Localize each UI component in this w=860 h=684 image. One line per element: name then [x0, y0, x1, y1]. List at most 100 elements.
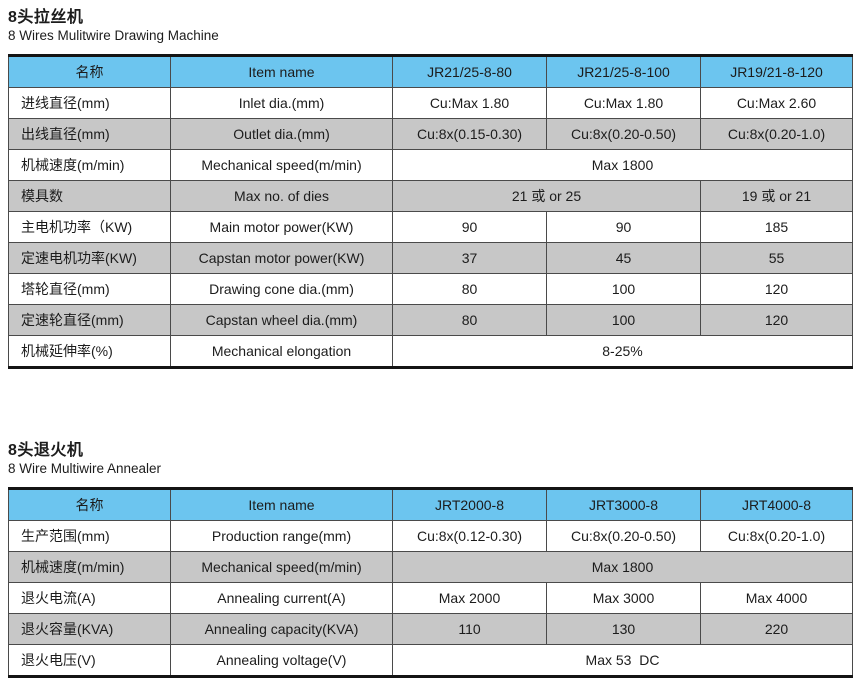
- header-row: 名称 Item name JRT2000-8 JRT3000-8 JRT4000-8: [8, 488, 853, 521]
- row-value: Max 53 DC: [392, 644, 853, 677]
- row-value: Cu:Max 2.60: [700, 87, 853, 119]
- row-value: 55: [700, 242, 853, 274]
- column-header: JR21/25-8-80: [392, 55, 547, 88]
- row-value: 110: [392, 613, 547, 645]
- row-item-name: Mechanical elongation: [170, 335, 393, 368]
- row-item-name: Max no. of dies: [170, 180, 393, 212]
- row-value: 80: [392, 304, 547, 336]
- row-value: 130: [546, 613, 701, 645]
- column-header: 名称: [8, 55, 171, 88]
- row-name-zh: 退火容量(KVA): [8, 613, 171, 645]
- table-row: 退火容量(KVA) Annealing capacity(KVA) 110 130 22…: [8, 613, 853, 645]
- section-title-zh: 8头退火机: [8, 442, 84, 459]
- row-value: 19 或 or 21: [700, 180, 853, 212]
- table-row: 机械速度(m/min) Mechanical speed(m/min) Max 18…: [8, 149, 853, 181]
- table-row: 退火电流(A) Annealing current(A) Max 2000 Max 3…: [8, 582, 853, 614]
- row-value: 21 或 or 25: [392, 180, 701, 212]
- row-value: Cu:8x(0.20-0.50): [546, 118, 701, 150]
- row-value: Max 1800: [392, 149, 853, 181]
- header-row: 名称 Item name JR21/25-8-80 JR21/25-8-100 JR19…: [8, 55, 853, 88]
- column-header: JRT2000-8: [392, 488, 547, 521]
- section-title-en: 8 Wire Multiwire Annealer: [8, 461, 162, 476]
- table-body: 生产范围(mm) Production range(mm) Cu:8x(0.12-0…: [8, 520, 853, 677]
- row-value: Max 1800: [392, 551, 853, 583]
- row-value: 45: [546, 242, 701, 274]
- spec-section-1: 8头拉丝机 8 Wires Mulitwire Drawing Machine 名称…: [8, 8, 853, 369]
- row-name-zh: 定速轮直径(mm): [8, 304, 171, 336]
- column-header: JRT3000-8: [546, 488, 701, 521]
- row-item-name: Annealing current(A): [170, 582, 393, 614]
- row-name-zh: 机械延伸率(%): [8, 335, 171, 368]
- row-item-name: Capstan motor power(KW): [170, 242, 393, 274]
- row-name-zh: 退火电压(V): [8, 644, 171, 677]
- row-item-name: Drawing cone dia.(mm): [170, 273, 393, 305]
- table-row: 机械速度(m/min) Mechanical speed(m/min) Max 18…: [8, 551, 853, 583]
- row-value: Cu:8x(0.20-1.0): [700, 520, 853, 552]
- row-item-name: Production range(mm): [170, 520, 393, 552]
- row-value: Cu:Max 1.80: [546, 87, 701, 119]
- row-item-name: Mechanical speed(m/min): [170, 551, 393, 583]
- row-value: 120: [700, 304, 853, 336]
- spec-table: 名称 Item name JRT2000-8 JRT3000-8 JRT4000-8 生产…: [8, 487, 853, 678]
- table-body: 进线直径(mm) Inlet dia.(mm) Cu:Max 1.80 Cu:Max …: [8, 87, 853, 368]
- row-item-name: Main motor power(KW): [170, 211, 393, 243]
- row-name-zh: 出线直径(mm): [8, 118, 171, 150]
- row-value: Cu:8x(0.20-1.0): [700, 118, 853, 150]
- row-value: Max 4000: [700, 582, 853, 614]
- row-value: 90: [392, 211, 547, 243]
- row-name-zh: 定速电机功率(KW): [8, 242, 171, 274]
- table-head: 名称 Item name JR21/25-8-80 JR21/25-8-100 JR19…: [8, 55, 853, 88]
- table-row: 生产范围(mm) Production range(mm) Cu:8x(0.12-0…: [8, 520, 853, 552]
- row-value: 100: [546, 304, 701, 336]
- row-name-zh: 塔轮直径(mm): [8, 273, 171, 305]
- row-value: Max 3000: [546, 582, 701, 614]
- row-value: Cu:8x(0.12-0.30): [392, 520, 547, 552]
- table-row: 塔轮直径(mm) Drawing cone dia.(mm) 80 100 120: [8, 273, 853, 305]
- table-row: 机械延伸率(%) Mechanical elongation 8-25%: [8, 335, 853, 368]
- row-value: 80: [392, 273, 547, 305]
- table-row: 模具数 Max no. of dies 21 或 or 25 19 或 or 21: [8, 180, 853, 212]
- row-name-zh: 生产范围(mm): [8, 520, 171, 552]
- column-header: Item name: [170, 488, 393, 521]
- row-value: Cu:Max 1.80: [392, 87, 547, 119]
- column-header: 名称: [8, 488, 171, 521]
- row-item-name: Annealing capacity(KVA): [170, 613, 393, 645]
- column-header: JR21/25-8-100: [546, 55, 701, 88]
- row-item-name: Inlet dia.(mm): [170, 87, 393, 119]
- row-value: 90: [546, 211, 701, 243]
- row-value: 37: [392, 242, 547, 274]
- row-value: Cu:8x(0.15-0.30): [392, 118, 547, 150]
- row-name-zh: 机械速度(m/min): [8, 551, 171, 583]
- row-name-zh: 进线直径(mm): [8, 87, 171, 119]
- table-row: 定速轮直径(mm) Capstan wheel dia.(mm) 80 100 120: [8, 304, 853, 336]
- row-item-name: Capstan wheel dia.(mm): [170, 304, 393, 336]
- row-name-zh: 模具数: [8, 180, 171, 212]
- row-name-zh: 退火电流(A): [8, 582, 171, 614]
- table-row: 进线直径(mm) Inlet dia.(mm) Cu:Max 1.80 Cu:Max …: [8, 87, 853, 119]
- row-item-name: Mechanical speed(m/min): [170, 149, 393, 181]
- row-name-zh: 机械速度(m/min): [8, 149, 171, 181]
- row-value: Max 2000: [392, 582, 547, 614]
- spec-table: 名称 Item name JR21/25-8-80 JR21/25-8-100 JR19…: [8, 54, 853, 369]
- row-item-name: Outlet dia.(mm): [170, 118, 393, 150]
- table-row: 出线直径(mm) Outlet dia.(mm) Cu:8x(0.15-0.30) C…: [8, 118, 853, 150]
- row-item-name: Annealing voltage(V): [170, 644, 393, 677]
- spec-section-2: 8头退火机 8 Wire Multiwire Annealer 名称 Item nam…: [8, 441, 853, 678]
- column-header: Item name: [170, 55, 393, 88]
- row-value: 120: [700, 273, 853, 305]
- row-value: Cu:8x(0.20-0.50): [546, 520, 701, 552]
- table-head: 名称 Item name JRT2000-8 JRT3000-8 JRT4000-8: [8, 488, 853, 521]
- table-row: 退火电压(V) Annealing voltage(V) Max 53 DC: [8, 644, 853, 677]
- column-header: JRT4000-8: [700, 488, 853, 521]
- table-row: 定速电机功率(KW) Capstan motor power(KW) 37 45 55: [8, 242, 853, 274]
- column-header: JR19/21-8-120: [700, 55, 853, 88]
- row-value: 8-25%: [392, 335, 853, 368]
- row-value: 220: [700, 613, 853, 645]
- table-row: 主电机功率（KW) Main motor power(KW) 90 90 185: [8, 211, 853, 243]
- row-name-zh: 主电机功率（KW): [8, 211, 171, 243]
- row-value: 185: [700, 211, 853, 243]
- row-value: 100: [546, 273, 701, 305]
- section-title-zh: 8头拉丝机: [8, 9, 84, 26]
